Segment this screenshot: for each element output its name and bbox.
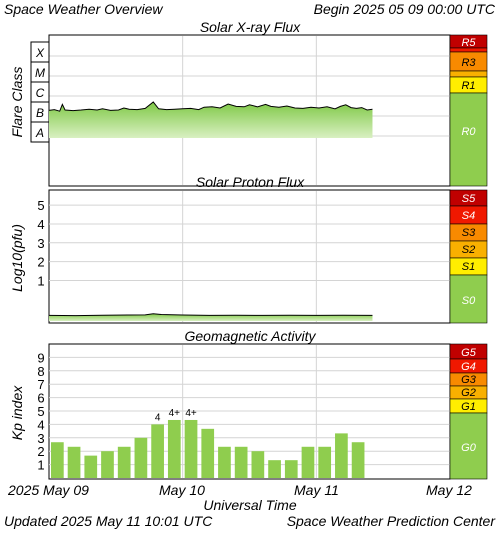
proton-panel-title: Solar Proton Flux [196,174,305,190]
kp-bar [167,419,181,478]
begin-time: Begin 2025 05 09 00:00 UTC [313,1,495,17]
proton-tick-label: 3 [37,236,44,251]
x-day-label: May 11 [294,482,339,498]
geomag-scale-label: G1 [461,401,476,413]
xray-scale-segment [449,47,488,53]
kp-tick-label: 6 [37,391,44,406]
proton-tick-label: 1 [37,274,44,289]
kp-tick-label: 5 [37,404,44,419]
kp-bar [251,451,265,478]
kp-tick-label: 7 [37,377,44,392]
proton-ylabel: Log10(pfu) [9,224,25,292]
proton-scale-segment [449,274,488,324]
geomag-scale-label: G0 [461,442,477,454]
kp-bar [218,446,231,478]
kp-bar [101,451,114,478]
xray-scale-label: R1 [461,80,475,92]
kp-bar [318,446,332,478]
proton-y-ticks: 5 4 3 2 1 [37,198,44,288]
xray-scale-segment [449,92,488,187]
proton-scale-label: S5 [462,193,476,205]
xray-panel-title: Solar X-ray Flux [200,19,301,35]
xray-scale-label: R0 [461,126,476,138]
xray-r-scale: R5 R3 R1 R0 [449,34,488,187]
x-axis-title: Universal Time [203,497,297,513]
flare-class-label: C [36,86,45,100]
geomag-scale-label: G3 [461,374,477,386]
xray-scale-label: R5 [461,37,476,49]
xray-scale-segment [449,70,488,78]
kp-tick-label: 2 [37,444,44,459]
kp-bars: 4 4+ 4+ [51,408,365,478]
geomag-ylabel: Kp index [9,385,25,440]
kp-bar [335,433,348,478]
kp-tick-label: 1 [37,458,44,473]
proton-scale-label: S1 [462,261,475,273]
x-day-label: May 10 [159,482,205,498]
kp-bar [117,446,131,478]
flare-class-label: B [36,106,44,120]
kp-bar [301,446,315,478]
proton-tick-label: 4 [37,217,44,232]
xray-ylabel: Flare Class [9,67,25,138]
proton-scale-label: S3 [462,227,476,239]
geomag-scale-label: G4 [461,361,476,373]
kp-tick-label: 8 [37,364,44,379]
xray-scale-label: R3 [461,57,476,69]
kp-tick-label: 3 [37,431,44,446]
kp-bar [51,442,64,478]
proton-tick-label: 2 [37,255,44,270]
proton-flux-series [48,313,373,322]
kp-bar [284,460,298,478]
proton-scale-label: S0 [462,295,476,307]
gridlines [49,36,450,478]
page-title: Space Weather Overview [4,1,163,17]
xray-flux-fill [49,102,373,138]
geomag-scale-label: G2 [461,387,476,399]
flare-class-label: A [35,126,44,140]
proton-plot-frame [48,189,451,324]
organization-name: Space Weather Prediction Center [286,513,495,529]
kp-bar [234,446,248,478]
xray-flux-line [48,101,373,112]
proton-s-scale: S5 S4 S3 S2 S1 S0 [449,189,488,324]
geomag-panel-title: Geomagnetic Activity [185,328,317,344]
geomag-scale-label: G5 [461,347,477,359]
kp-bar [151,424,164,478]
kp-bar [184,419,198,478]
kp-bar [134,437,148,478]
x-day-label: 2025 May 09 [8,482,89,498]
kp-data-label: 4 [155,412,161,423]
proton-tick-label: 5 [37,198,44,213]
proton-scale-label: S2 [462,244,475,256]
geomag-scale-segment [449,412,488,480]
proton-scale-label: S4 [462,210,475,222]
kp-bar [84,455,98,478]
kp-data-label: 4+ [185,408,197,419]
xray-flux-series [48,101,373,138]
kp-tick-label: 4 [37,417,44,432]
flare-class-label: M [35,66,45,80]
updated-time: Updated 2025 May 11 10:01 UTC [4,513,213,529]
proton-flux-line [48,313,373,317]
x-day-label: May 12 [426,482,472,498]
kp-bar [201,428,215,478]
kp-bar [268,460,281,478]
flare-class-label: X [35,46,45,60]
kp-bar [351,442,365,478]
kp-bar [67,446,81,478]
kp-tick-label: 9 [37,350,44,365]
kp-data-label: 4+ [169,408,181,419]
